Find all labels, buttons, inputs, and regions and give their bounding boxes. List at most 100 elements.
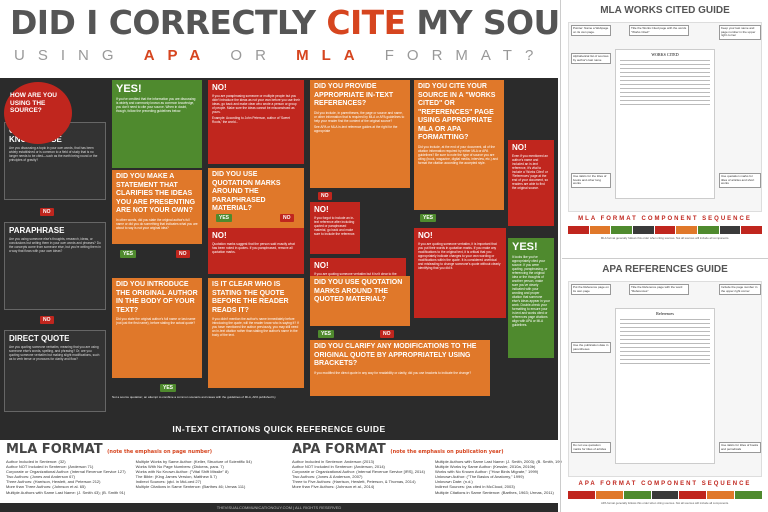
citation-rule: Two Authors: (Jones and Anderson 67) [6,474,75,480]
no-verbatim-text: If you are quoting someone verbatim, it … [418,242,501,270]
apa-sequence-text: APA format generally follows this order … [601,501,729,505]
text-line [620,351,710,352]
subtitle-mla: MLA [296,47,368,64]
text-line [620,327,710,328]
text-line [620,104,710,105]
citation-rule: Author Included in Sentence: Anderson (2… [292,459,375,464]
question-brackets: DID YOU CLARIFY ANY MODIFICATIONS TO THE… [310,340,490,396]
mla-title-note: (note the emphasis on page number) [107,449,212,455]
question-introduce-author: DID YOU INTRODUCE THE ORIGINAL AUTHOR IN… [112,278,202,378]
poster-header: DID I CORRECTLY CITE MY SOURCES USING AP… [0,0,654,78]
yes-final-box: YES! It looks like you've appropriately … [508,238,554,358]
paraphrase-text: Are you using someone else's thoughts, r… [9,237,101,253]
page-subtitle: USING APA OR MLA FORMAT? [14,47,546,64]
paraphrase-title: PARAPHRASE [9,226,65,235]
no-big-label: NO! [212,231,227,240]
no-introduce-example: Example: According to John Peterson, aut… [212,116,290,124]
sequence-segment [589,226,611,234]
start-circle: HOW ARE YOU USING THE SOURCE? [4,82,72,144]
no-works-cited-text: Even if you mentioned an author's name a… [512,154,548,190]
poster-note: Not a source quotation; an attempt to co… [112,395,276,399]
mla-guide-body: Pointer: Name a Webpage on its own page.… [568,22,762,212]
question-in-text-title: DID YOU PROVIDE APPROPRIATE IN-TEXT REFE… [314,83,394,107]
no-label: NO [40,208,54,216]
apa-guide-body: Put the Reference page on its own page T… [568,281,762,477]
citation-rule: Multiple Authors with Same Last Name: (J… [6,489,126,495]
no-label: NO [280,214,294,222]
text-line [620,80,710,81]
sequence-segment [623,491,651,499]
yes-label: YES [120,250,137,258]
text-line [620,100,710,101]
no-big-label: NO! [212,83,227,92]
flowchart-board: COMMON KNOWLEDGE Are you discussing a to… [0,78,558,418]
yes-final-text: It looks like you've appropriately cited… [512,255,550,327]
question-in-text-see: See APA or MLA in-text reference guides … [314,124,398,133]
no-big-label: NO! [512,143,527,152]
no-quotes-box: NO! Quotation marks suggest that the per… [208,228,304,274]
citation-rule: Indirect Sources: (qtd. in McLoed 27) [135,479,202,485]
citation-rule: More than Five Authors: (Johnson et al.,… [292,484,375,490]
question-works-cited: DID YOU CITE YOUR SOURCE IN A "WORKS CIT… [414,80,504,210]
apa-annotation: Use the publication date in parentheses [571,342,611,354]
question-clear-quote-text: If you didn't mention the author's name … [212,317,299,337]
no-introduce-text: If you are paraphrasing someone or multi… [212,94,300,114]
text-line [620,68,710,69]
sequence-segment [741,226,763,234]
sequence-segment [676,226,698,234]
yes-big-label: YES! [512,241,538,253]
mla-sequence-title: MLA FORMAT COMPONENT SEQUENCE [578,216,752,222]
question-introduce-author-title: DID YOU INTRODUCE THE ORIGINAL AUTHOR IN… [116,281,198,314]
apa-annotation: Do not use quotation marks for titles of… [571,442,611,454]
mla-annotation: Use quotation marks for titles of articl… [719,173,761,188]
question-introduce-author-text: Did you state the original author's full… [116,317,196,325]
text-line [620,88,710,89]
sequence-segment [611,226,633,234]
apa-sequence-title: APA FORMAT COMPONENT SEQUENCE [578,481,752,487]
question-statement: DID YOU MAKE A STATEMENT THAT CLARIFIES … [112,170,202,244]
citation-rule: Corporate or Organizational Author: (Int… [6,469,126,475]
apa-guide-panel: APA REFERENCES GUIDE Put the Reference p… [562,258,768,512]
sequence-segment [654,226,676,234]
question-quotation-marks: DID YOU USE QUOTATION MARKS AROUND THE P… [208,168,304,232]
yes-big-label: YES! [116,83,142,95]
apa-sample-page: References [615,308,715,464]
text-line [620,92,710,93]
yes-common-text: If you've credited that the information … [116,97,196,113]
citation-rule: Multiple Works by Same Author: (Keller, … [135,459,252,464]
no-label: NO [176,250,190,258]
apa-annotation: Title the Reference page with the word "… [629,284,689,296]
no-big-label: NO! [418,231,433,240]
footer: THEVISUALCOMMUNICATIONGUY.COM | ALL RIGH… [0,503,558,512]
sequence-segment [568,226,589,234]
mla-format-title: MLA FORMAT (note the emphasis on page nu… [6,442,252,457]
question-brackets-text: If you modified the direct quote in any … [314,370,472,375]
citation-rule: More than Three Authors: (Johnson et al.… [6,484,86,490]
mla-annotation: Use italics for the titles of books and … [571,173,611,188]
text-line [620,331,710,332]
question-quoted-material-title: DID YOU USE QUOTATION MARKS AROUND THE Q… [314,279,403,303]
no-verbatim-box: NO! If you are quoting someone verbatim,… [414,228,506,318]
apa-sequence-bar [568,491,763,499]
citation-rule: Multiple Citations in Same Sentence: (Ba… [135,484,246,490]
question-works-cited-text: Did you include, at the end of your docu… [418,144,498,165]
sequence-segment [679,491,707,499]
citation-rule: Indirect Sources: (as cited in McCloud, … [434,484,515,490]
mla-format-section: MLA FORMAT (note the emphasis on page nu… [6,442,252,495]
paraphrase-card: PARAPHRASE Are you using someone else's … [4,222,106,310]
question-clear-quote-title: IS IT CLEAR WHO IS STATING THE QUOTE BEF… [212,281,289,314]
text-line [620,96,710,97]
citation-rule: Multiple Citations in Same Sentence: (Ba… [434,489,554,495]
yes-label: YES [160,384,177,392]
text-line [620,60,710,61]
text-line [620,76,710,77]
citation-rule: Unknown Author: ("The Basics of Anatomy,… [434,474,524,480]
citation-rule: Author Included in Sentence: (32) [6,459,66,464]
no-reference-text: If you forgot to include an in-text refe… [314,216,356,236]
apa-format-title: APA FORMAT (note the emphasis on publica… [292,442,565,457]
start-label: HOW ARE YOU USING THE SOURCE? [10,92,57,114]
mla-sample-heading: WORKS CITED [651,52,679,57]
citation-rule: Three to Five Authors: (Harrison, Hewlet… [292,479,416,485]
question-statement-text: In other words, did you state the origin… [116,217,198,230]
mla-annotation: Title the Works Cited page with the word… [629,25,689,37]
